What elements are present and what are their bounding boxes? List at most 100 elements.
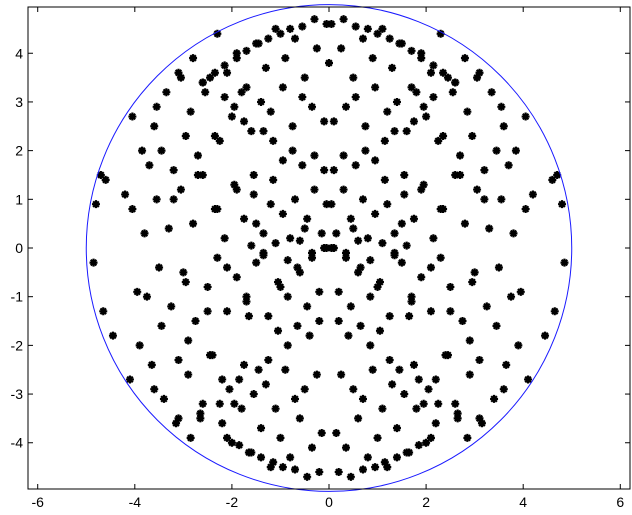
scatter-point [354, 236, 363, 245]
scatter-point [439, 68, 448, 77]
scatter-point [368, 54, 377, 63]
scatter-point [252, 258, 261, 267]
scatter-point [274, 326, 283, 335]
scatter-point [490, 394, 499, 403]
scatter-point [456, 170, 465, 179]
scatter-point [429, 234, 438, 243]
scatter-point [400, 190, 409, 199]
scatter-point [463, 107, 472, 116]
scatter-point [380, 458, 389, 467]
scatter-point [322, 20, 331, 29]
scatter-point [465, 370, 474, 379]
x-tick-label: 4 [519, 494, 527, 510]
scatter-point [341, 248, 350, 257]
scatter-point [308, 443, 317, 452]
scatter-point [215, 399, 224, 408]
x-tick-label: 6 [616, 494, 624, 510]
scatter-point [354, 414, 363, 423]
scatter-point [426, 307, 435, 316]
scatter-point [477, 419, 486, 428]
scatter-point [259, 127, 268, 136]
scatter-point [383, 200, 392, 209]
scatter-point [363, 24, 372, 33]
scatter-point [419, 180, 428, 189]
scatter-point [312, 370, 321, 379]
scatter-point [189, 54, 198, 63]
scatter-point [174, 355, 183, 364]
scatter-point [431, 419, 440, 428]
scatter-point [303, 472, 312, 481]
scatter-point [232, 185, 241, 194]
scatter-point [240, 214, 249, 223]
scatter-point [509, 229, 518, 238]
scatter-point [473, 185, 482, 194]
scatter-point [499, 385, 508, 394]
scatter-point [186, 107, 195, 116]
scatter-point [218, 419, 227, 428]
scatter-point [298, 22, 307, 31]
scatter-point [439, 205, 448, 214]
scatter-point [358, 34, 367, 43]
scatter-point [524, 375, 533, 384]
scatter-point [426, 263, 435, 272]
scatter-point [186, 433, 195, 442]
scatter-point [213, 253, 222, 262]
scatter-point [368, 365, 377, 374]
scatter-point [193, 170, 202, 179]
scatter-point [259, 251, 268, 260]
scatter-point [152, 102, 161, 111]
scatter-point [196, 414, 205, 423]
y-tick-label: 1 [15, 191, 23, 207]
scatter-point [337, 370, 346, 379]
y-tick-label: 2 [15, 143, 23, 159]
scatter-point [145, 161, 154, 170]
scatter-point [244, 312, 253, 321]
scatter-point [264, 355, 273, 364]
scatter-point [181, 132, 190, 141]
scatter-point [475, 68, 484, 77]
scatter-point [475, 355, 484, 364]
scatter-point [375, 326, 384, 335]
scatter-point [417, 54, 426, 63]
scatter-point [397, 219, 406, 228]
scatter-point [516, 287, 525, 296]
scatter-point [434, 136, 443, 145]
scatter-point [458, 317, 467, 326]
scatter-point [230, 102, 239, 111]
scatter-point [560, 258, 569, 267]
scatter-point [261, 380, 270, 389]
scatter-point [203, 307, 212, 316]
scatter-point [264, 312, 273, 321]
scatter-point [441, 351, 450, 360]
scatter-point [266, 107, 275, 116]
scatter-point [463, 433, 472, 442]
scatter-point [390, 127, 399, 136]
scatter-point [341, 443, 350, 452]
scatter-point [497, 195, 506, 204]
scatter-point [349, 224, 358, 233]
scatter-point [388, 380, 397, 389]
scatter-point [414, 375, 423, 384]
scatter-point [157, 146, 166, 155]
x-tick-label: -4 [129, 494, 142, 510]
scatter-point [223, 68, 232, 77]
scatter-point [210, 68, 219, 77]
x-tick-label: 2 [422, 494, 430, 510]
scatter-point [271, 24, 280, 33]
scatter-point [155, 263, 164, 272]
scatter-point [422, 112, 431, 121]
scatter-point [366, 292, 375, 301]
scatter-point [426, 68, 435, 77]
scatter-point [419, 102, 428, 111]
scatter-point [550, 307, 559, 316]
scatter-point [366, 341, 375, 350]
scatter-point [167, 302, 176, 311]
scatter-point [232, 273, 241, 282]
scatter-point [271, 404, 280, 413]
scatter-point [310, 15, 319, 24]
scatter-point [385, 355, 394, 364]
scatter-point [298, 93, 307, 102]
scatter-point [274, 278, 283, 287]
scatter-point [468, 278, 477, 287]
scatter-point [300, 385, 309, 394]
